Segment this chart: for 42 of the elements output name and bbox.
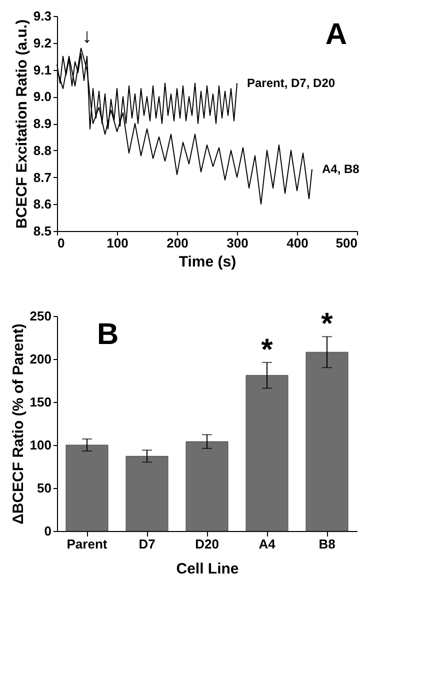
x-tick-label: D20 xyxy=(195,536,219,552)
y-tick-label: 8.8 xyxy=(33,142,52,158)
x-tick-label: 400 xyxy=(286,236,308,250)
y-tick-label: 8.9 xyxy=(33,116,52,131)
y-tick-label: 100 xyxy=(30,438,52,452)
series-label: A4, B8 xyxy=(322,162,360,176)
x-axis-title: Time (s) xyxy=(178,254,236,270)
annotation: * xyxy=(321,308,334,341)
y-tick-label: 200 xyxy=(30,352,52,366)
bar xyxy=(246,375,288,532)
y-tick-label: 9.2 xyxy=(33,35,52,50)
chart-title: A xyxy=(325,18,347,51)
x-tick-label: D7 xyxy=(138,536,156,552)
x-axis-title: Cell Line xyxy=(176,560,239,578)
y-tick-label: 8.5 xyxy=(33,224,52,238)
series-label: Parent, D7, D20 xyxy=(247,76,336,90)
bar xyxy=(66,444,108,532)
x-tick-label: A4 xyxy=(258,536,276,552)
y-axis-title: BCECF Excitation Ratio (a.u.) xyxy=(13,19,30,229)
x-tick-label: 200 xyxy=(166,236,188,250)
y-tick-label: 150 xyxy=(30,394,52,410)
bar xyxy=(186,441,228,532)
y-tick-label: 8.7 xyxy=(33,170,52,185)
x-tick-label: 300 xyxy=(226,236,248,250)
y-tick-label: 9.3 xyxy=(33,8,52,24)
annotation: * xyxy=(261,333,274,366)
x-tick-label: B8 xyxy=(318,536,336,552)
y-tick-label: 0 xyxy=(44,524,52,538)
x-tick-label: 0 xyxy=(58,236,65,250)
y-tick-label: 50 xyxy=(37,480,52,496)
x-tick-label: 100 xyxy=(106,236,128,250)
annotation: ↓ xyxy=(82,25,92,48)
y-axis-title: ΔBCECF Ratio (% of Parent) xyxy=(10,324,27,524)
y-tick-label: 9.0 xyxy=(33,89,52,104)
bar xyxy=(306,352,348,532)
y-tick-label: 250 xyxy=(30,308,52,324)
y-tick-label: 9.1 xyxy=(33,62,52,78)
chart-title: B xyxy=(97,318,119,351)
bar xyxy=(126,456,168,532)
y-tick-label: 8.6 xyxy=(33,196,52,212)
x-tick-label: Parent xyxy=(66,536,108,552)
x-tick-label: 500 xyxy=(336,236,358,250)
